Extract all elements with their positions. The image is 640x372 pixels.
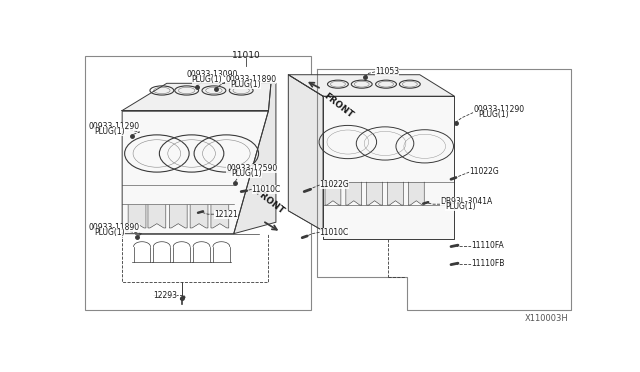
Text: 11110FB: 11110FB bbox=[471, 259, 504, 268]
Text: PLUG(1): PLUG(1) bbox=[478, 110, 509, 119]
Text: 00933-13090: 00933-13090 bbox=[187, 70, 238, 79]
Text: PLUG(1): PLUG(1) bbox=[445, 202, 476, 211]
Polygon shape bbox=[346, 182, 362, 205]
Text: PLUG(1): PLUG(1) bbox=[231, 169, 262, 178]
Text: 11010C: 11010C bbox=[319, 228, 349, 237]
Text: 11010: 11010 bbox=[232, 51, 260, 60]
Text: PLUG(1): PLUG(1) bbox=[94, 228, 125, 237]
Text: FRONT: FRONT bbox=[253, 187, 285, 216]
Polygon shape bbox=[323, 96, 454, 240]
Text: PLUG(1): PLUG(1) bbox=[230, 80, 261, 89]
Text: 11022G: 11022G bbox=[319, 180, 349, 189]
Text: 00933-11890: 00933-11890 bbox=[89, 224, 140, 232]
Polygon shape bbox=[288, 75, 454, 96]
Text: 12121: 12121 bbox=[214, 210, 237, 219]
Text: 11110FA: 11110FA bbox=[471, 241, 504, 250]
Text: 00933-11290: 00933-11290 bbox=[89, 122, 140, 131]
Polygon shape bbox=[148, 205, 166, 228]
Text: 11053: 11053 bbox=[375, 67, 399, 76]
Text: 11010C: 11010C bbox=[252, 185, 281, 194]
Text: PLUG(1): PLUG(1) bbox=[94, 126, 125, 136]
Bar bbox=[85, 56, 310, 310]
Polygon shape bbox=[325, 182, 341, 205]
Text: 12293: 12293 bbox=[154, 291, 177, 300]
Polygon shape bbox=[388, 182, 403, 205]
Polygon shape bbox=[122, 83, 271, 110]
Text: 00933-11290: 00933-11290 bbox=[474, 105, 524, 115]
Text: 00933-11890: 00933-11890 bbox=[225, 75, 276, 84]
Polygon shape bbox=[408, 182, 424, 205]
Polygon shape bbox=[288, 75, 323, 231]
Polygon shape bbox=[170, 205, 187, 228]
Polygon shape bbox=[234, 83, 276, 234]
Text: FRONT: FRONT bbox=[321, 91, 355, 119]
Text: 11022G: 11022G bbox=[469, 167, 499, 176]
Text: 00933-12590: 00933-12590 bbox=[227, 164, 278, 173]
Text: DB93L-3041A: DB93L-3041A bbox=[440, 197, 492, 206]
Polygon shape bbox=[122, 110, 269, 234]
Polygon shape bbox=[367, 182, 383, 205]
Polygon shape bbox=[211, 205, 229, 228]
Text: X110003H: X110003H bbox=[525, 314, 568, 323]
Polygon shape bbox=[190, 205, 208, 228]
Text: PLUG(1): PLUG(1) bbox=[191, 75, 222, 84]
Polygon shape bbox=[128, 205, 146, 228]
